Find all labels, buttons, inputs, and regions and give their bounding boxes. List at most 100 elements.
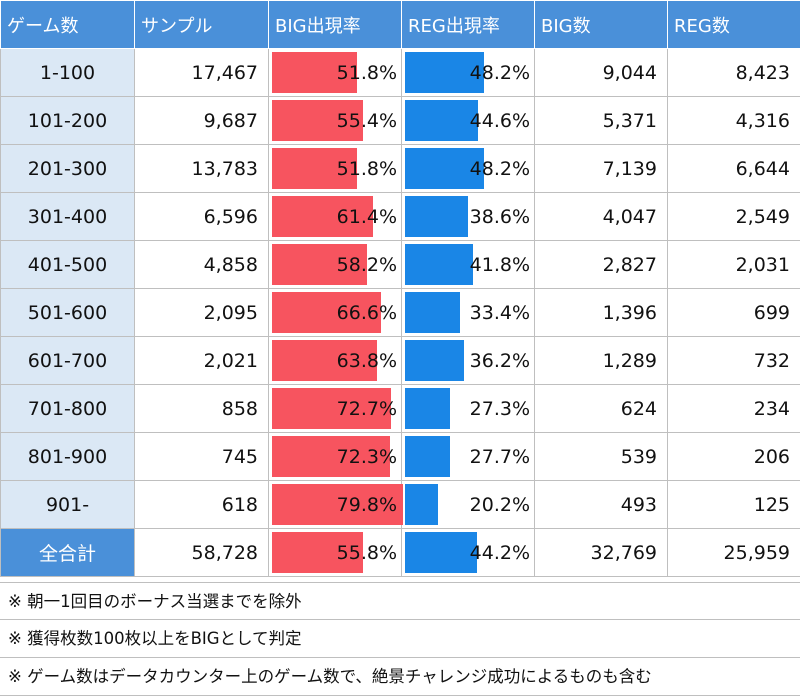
big-rate-cell: 55.8%	[268, 528, 402, 577]
big-count-cell: 4,047	[534, 192, 668, 241]
reg-count-cell: 125	[667, 480, 800, 529]
note-line: ※ 朝一1回目のボーナス当選までを除外	[0, 582, 800, 620]
reg-rate-cell: 27.3%	[401, 384, 535, 433]
reg-rate-cell: 41.8%	[401, 240, 535, 289]
big-rate-cell: 51.8%	[268, 144, 402, 193]
big-rate-cell: 61.4%	[268, 192, 402, 241]
big-rate-cell: 79.8%	[268, 480, 403, 529]
table-body: 1-100 17,467 51.8% 48.2% 9,044 8,423 101…	[0, 48, 800, 577]
sample-cell: 2,095	[134, 288, 269, 337]
big-rate-bar	[272, 244, 368, 285]
big-rate-cell: 63.8%	[268, 336, 402, 385]
reg-count-cell: 234	[667, 384, 800, 433]
big-count-cell: 5,371	[534, 96, 668, 145]
reg-rate-label: 48.2%	[469, 157, 530, 180]
big-rate-bar	[272, 292, 382, 333]
sample-cell: 9,687	[134, 96, 269, 145]
table-row: 901- 618 79.8% 20.2% 493 125	[0, 480, 800, 529]
big-count-cell: 539	[534, 432, 668, 481]
reg-count-cell: 699	[667, 288, 800, 337]
table-row: 101-200 9,687 55.4% 44.6% 5,371 4,316	[0, 96, 800, 145]
header-games: ゲーム数	[0, 0, 135, 49]
notes-section: ※ 朝一1回目のボーナス当選までを除外 ※ 獲得枚数100枚以上をBIGとして判…	[0, 582, 800, 696]
note-line: ※ 獲得枚数100枚以上をBIGとして判定	[0, 620, 800, 658]
big-rate-cell: 58.2%	[268, 240, 402, 289]
reg-rate-bar	[405, 532, 478, 573]
sample-cell: 4,858	[134, 240, 269, 289]
big-rate-bar	[272, 484, 403, 525]
games-cell: 501-600	[0, 288, 135, 337]
sample-cell: 58,728	[134, 528, 269, 577]
big-rate-cell: 66.6%	[268, 288, 402, 337]
games-cell: 101-200	[0, 96, 135, 145]
total-row: 全合計 58,728 55.8% 44.2% 32,769 25,959	[0, 528, 800, 577]
reg-rate-cell: 48.2%	[401, 144, 535, 193]
table-row: 201-300 13,783 51.8% 48.2% 7,139 6,644	[0, 144, 800, 193]
games-cell: 201-300	[0, 144, 135, 193]
reg-rate-label: 27.7%	[469, 445, 530, 468]
big-count-cell: 9,044	[534, 48, 668, 97]
header-reg-rate: REG出現率	[401, 0, 535, 49]
header-row: ゲーム数 サンプル BIG出現率 REG出現率 BIG数 REG数	[0, 0, 800, 49]
reg-rate-bar	[405, 388, 450, 429]
big-rate-bar	[272, 532, 364, 573]
big-rate-label: 51.8%	[336, 157, 397, 180]
header-big-count: BIG数	[534, 0, 668, 49]
reg-rate-cell: 38.6%	[401, 192, 535, 241]
table-row: 801-900 745 72.3% 27.7% 539 206	[0, 432, 800, 481]
table-row: 601-700 2,021 63.8% 36.2% 1,289 732	[0, 336, 800, 385]
note-line: ※ ゲーム数はデータカウンター上のゲーム数で、絶景チャレンジ成功によるものも含む	[0, 658, 800, 696]
reg-rate-cell: 33.4%	[401, 288, 535, 337]
reg-count-cell: 25,959	[667, 528, 800, 577]
reg-rate-bar	[405, 52, 484, 93]
reg-rate-label: 36.2%	[469, 349, 530, 372]
reg-rate-bar	[405, 148, 484, 189]
table-row: 1-100 17,467 51.8% 48.2% 9,044 8,423	[0, 48, 800, 97]
big-count-cell: 493	[534, 480, 668, 529]
games-cell: 401-500	[0, 240, 135, 289]
reg-count-cell: 4,316	[667, 96, 800, 145]
games-cell: 全合計	[0, 528, 135, 577]
sample-cell: 618	[134, 480, 269, 529]
big-rate-label: 79.8%	[336, 493, 397, 516]
big-rate-label: 51.8%	[336, 61, 397, 84]
big-count-cell: 1,289	[534, 336, 668, 385]
reg-rate-cell: 20.2%	[401, 480, 535, 529]
big-rate-cell: 55.4%	[268, 96, 402, 145]
big-rate-label: 61.4%	[336, 205, 397, 228]
bonus-rate-table: ゲーム数 サンプル BIG出現率 REG出現率 BIG数 REG数 1-100 …	[0, 0, 800, 577]
big-count-cell: 7,139	[534, 144, 668, 193]
reg-rate-cell: 27.7%	[401, 432, 535, 481]
big-count-cell: 624	[534, 384, 668, 433]
header-big-rate: BIG出現率	[268, 0, 402, 49]
big-count-cell: 32,769	[534, 528, 668, 577]
games-cell: 901-	[0, 480, 135, 529]
big-rate-label: 55.4%	[336, 109, 397, 132]
reg-rate-label: 38.6%	[469, 205, 530, 228]
reg-rate-label: 33.4%	[469, 301, 530, 324]
big-rate-label: 72.3%	[336, 445, 397, 468]
reg-count-cell: 2,549	[667, 192, 800, 241]
header-sample: サンプル	[134, 0, 269, 49]
reg-count-cell: 6,644	[667, 144, 800, 193]
big-rate-bar	[272, 100, 363, 141]
sample-cell: 2,021	[134, 336, 269, 385]
big-rate-bar	[272, 388, 392, 429]
reg-count-cell: 206	[667, 432, 800, 481]
reg-rate-cell: 48.2%	[401, 48, 535, 97]
reg-rate-bar	[405, 244, 474, 285]
table-row: 701-800 858 72.7% 27.3% 624 234	[0, 384, 800, 433]
games-cell: 801-900	[0, 432, 135, 481]
sample-cell: 6,596	[134, 192, 269, 241]
table-row: 401-500 4,858 58.2% 41.8% 2,827 2,031	[0, 240, 800, 289]
games-cell: 601-700	[0, 336, 135, 385]
big-rate-label: 72.7%	[336, 397, 397, 420]
reg-rate-label: 44.6%	[469, 109, 530, 132]
games-cell: 301-400	[0, 192, 135, 241]
big-rate-bar	[272, 436, 391, 477]
reg-rate-cell: 36.2%	[401, 336, 535, 385]
reg-rate-label: 20.2%	[469, 493, 530, 516]
sample-cell: 13,783	[134, 144, 269, 193]
big-rate-label: 58.2%	[336, 253, 397, 276]
